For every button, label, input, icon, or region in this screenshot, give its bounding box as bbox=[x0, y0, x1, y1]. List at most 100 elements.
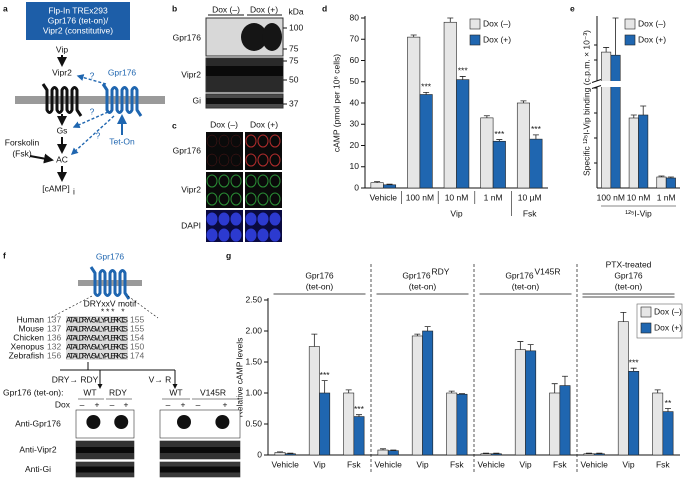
group-header: (tet-on) bbox=[615, 281, 643, 291]
error-bar bbox=[321, 380, 328, 393]
dox-label: Dox bbox=[55, 399, 71, 409]
bar bbox=[377, 449, 389, 456]
error-bar bbox=[612, 17, 619, 56]
cell bbox=[218, 192, 230, 206]
y-tick-label: 20 bbox=[350, 140, 360, 150]
question-mark: ? bbox=[90, 106, 95, 116]
lane-label: Dox (+) bbox=[250, 4, 278, 14]
break-mark bbox=[591, 79, 602, 83]
band bbox=[86, 415, 101, 429]
y-tick-label: 70 bbox=[350, 34, 360, 44]
bar bbox=[628, 117, 639, 189]
node-label: (Fsk) bbox=[12, 148, 32, 158]
y-tick-label: 0.50 bbox=[245, 418, 262, 428]
group-header-superscript: RDY bbox=[432, 266, 450, 276]
y-axis-label: Relative cAMP levels bbox=[234, 338, 244, 418]
bar bbox=[492, 140, 506, 189]
bar bbox=[662, 411, 674, 456]
cell bbox=[269, 134, 281, 148]
box-text: Gpr176 (tet-on)/ bbox=[48, 15, 109, 25]
y-tick-label: 0 bbox=[257, 449, 262, 459]
y-tick-label: 2.00 bbox=[245, 325, 262, 335]
protein-label: Gpr176 bbox=[96, 251, 125, 261]
cell bbox=[269, 228, 281, 242]
dox-sign: + bbox=[124, 399, 129, 409]
x-tick-label: Vehicle bbox=[477, 459, 505, 469]
bar bbox=[610, 54, 621, 189]
dox-sign: + bbox=[223, 399, 228, 409]
panel-label: c bbox=[172, 120, 177, 130]
node-label: i bbox=[73, 186, 75, 196]
bar bbox=[443, 21, 457, 189]
x-tick-label: Vehicle bbox=[374, 459, 402, 469]
node-label: Gs bbox=[57, 125, 68, 135]
marker-label: 75 bbox=[289, 55, 299, 65]
error-bar bbox=[603, 47, 610, 53]
bar bbox=[456, 393, 468, 456]
cell bbox=[257, 153, 269, 167]
cell bbox=[230, 192, 242, 206]
error-bar bbox=[532, 134, 539, 140]
sequence: ATALDRYVSVLYPLERKIS bbox=[66, 324, 128, 334]
bar bbox=[274, 452, 286, 456]
error-bar bbox=[640, 105, 647, 115]
y-tick-label: 1.50 bbox=[245, 356, 262, 366]
group-header: (tet-on) bbox=[306, 281, 334, 291]
sequence: ATALDRYVSVLYPLERKIS bbox=[66, 333, 128, 343]
row-label: Vipr2 bbox=[181, 69, 201, 79]
error-bar bbox=[551, 383, 558, 393]
cell bbox=[218, 153, 230, 167]
group-header: (tet-on) bbox=[409, 281, 437, 291]
sequence: ATALDRYVSVLYPLERKIS bbox=[66, 342, 128, 352]
motif-label: DRYxxV motif bbox=[84, 298, 137, 308]
y-tick-label: 10 bbox=[350, 161, 360, 171]
error-bar bbox=[423, 91, 430, 95]
group-header: Gpr176 bbox=[614, 270, 643, 280]
bar bbox=[419, 94, 433, 189]
error-bar bbox=[664, 408, 671, 412]
receptor-icon bbox=[101, 83, 143, 117]
alignment-highlight bbox=[66, 316, 128, 360]
bar bbox=[514, 349, 526, 456]
x-tick-label: 1 nM bbox=[484, 192, 503, 202]
band bbox=[160, 447, 240, 453]
receptor-icon bbox=[41, 83, 83, 117]
bar bbox=[617, 321, 629, 456]
error-bar bbox=[667, 176, 674, 178]
bar bbox=[656, 176, 667, 189]
legend-label: Dox (+) bbox=[483, 34, 511, 44]
bar bbox=[490, 453, 502, 456]
sequence: ATALDRYVSVLYPLERKIS bbox=[66, 315, 128, 325]
y-tick-label: 60 bbox=[350, 55, 360, 65]
micrograph bbox=[245, 132, 282, 170]
error-bar bbox=[386, 183, 393, 185]
residue-number: 137 bbox=[47, 323, 61, 333]
x-tick-label: 10 nM bbox=[627, 192, 651, 202]
error-bar bbox=[561, 375, 568, 386]
error-bar bbox=[658, 175, 665, 177]
receptor-icon bbox=[89, 266, 131, 300]
significance: *** bbox=[354, 404, 365, 414]
cell bbox=[245, 174, 257, 188]
y-tick-label: 2.50 bbox=[245, 294, 262, 304]
y-axis-label: cAMP (pmol per 10⁶ cells) bbox=[331, 54, 341, 152]
residue-number: 154 bbox=[130, 332, 144, 342]
cell bbox=[257, 192, 269, 206]
error-bar bbox=[517, 341, 524, 350]
group-header: (tet-on) bbox=[512, 281, 540, 291]
error-bar bbox=[493, 452, 500, 454]
box-text: Vipr2 (constitutive) bbox=[43, 25, 113, 35]
break-mark bbox=[591, 85, 602, 89]
significance: *** bbox=[320, 370, 331, 380]
dox-sign: – bbox=[80, 399, 85, 409]
error-bar bbox=[527, 344, 534, 351]
band bbox=[206, 66, 283, 76]
residue-number: 150 bbox=[130, 341, 144, 351]
residue-number: 137 bbox=[47, 314, 61, 324]
marker-label: 37 bbox=[289, 98, 299, 108]
error-bar bbox=[586, 452, 593, 454]
group-header-superscript: V145R bbox=[535, 266, 561, 276]
bar bbox=[456, 79, 470, 189]
blot-label: Anti-Gi bbox=[25, 464, 51, 474]
error-bar bbox=[447, 17, 454, 23]
